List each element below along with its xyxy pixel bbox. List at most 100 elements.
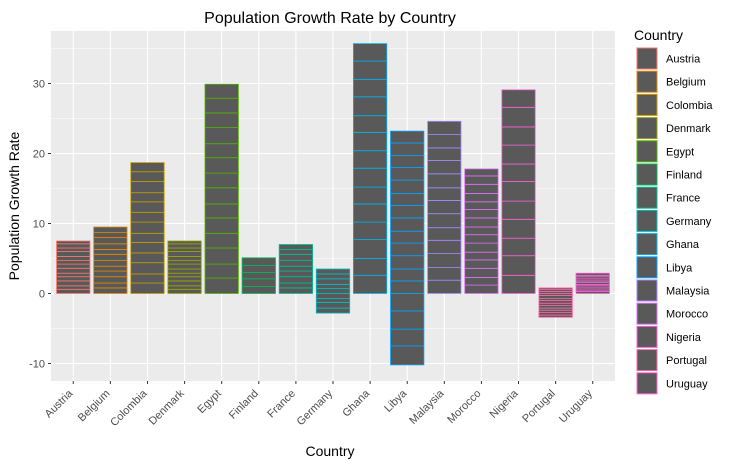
bar-segment — [241, 257, 276, 266]
legend-label: Finland — [666, 170, 702, 182]
legend-key — [636, 302, 658, 325]
legend-label: Colombia — [666, 100, 713, 112]
legend-key — [636, 325, 658, 348]
bar-segment — [56, 288, 91, 294]
legend-label: Egypt — [666, 146, 694, 158]
legend-key — [636, 349, 658, 372]
bar-segment — [130, 232, 165, 243]
y-tick-label: 30 — [33, 79, 45, 91]
bar-segment — [167, 272, 202, 278]
x-tick-label: Belgium — [76, 388, 113, 425]
bar-segment — [390, 345, 425, 366]
bar-segment — [538, 300, 573, 304]
bar-segment — [501, 218, 536, 239]
x-tick-label: Uruguay — [557, 387, 595, 425]
bar-segment — [130, 221, 165, 234]
bar-segment — [427, 213, 462, 229]
bar-segment — [427, 253, 462, 269]
bar-segment — [241, 265, 276, 273]
bar-segment — [56, 285, 91, 290]
x-tick-label: Colombia — [108, 387, 150, 429]
bar-segment — [130, 241, 165, 254]
legend-key — [636, 70, 658, 93]
bar-segment — [130, 252, 165, 264]
bar-austria — [56, 240, 91, 294]
y-tick-label: -10 — [29, 359, 45, 371]
x-tick-label: Denmark — [147, 387, 187, 427]
bars — [56, 43, 610, 366]
bar-segment — [204, 247, 239, 265]
bar-segment — [427, 187, 462, 201]
bar-segment — [464, 217, 499, 228]
bar-segment — [464, 259, 499, 269]
legend-key — [636, 117, 658, 140]
bar-segment — [464, 201, 499, 210]
bar-segment — [56, 263, 91, 269]
bar-segment — [353, 239, 388, 259]
bar-segment — [241, 272, 276, 280]
bar-segment — [204, 172, 239, 189]
legend-key — [636, 233, 658, 256]
bar-segment — [204, 127, 239, 145]
bar-segment — [130, 192, 165, 203]
bar-segment — [93, 265, 128, 272]
bar-segment — [278, 270, 313, 278]
legend-label: Libya — [666, 262, 693, 274]
bar-segment — [464, 175, 499, 185]
bar-segment — [501, 181, 536, 202]
bar-segment — [130, 273, 165, 284]
bar-segment — [93, 282, 128, 289]
bar-segment — [167, 255, 202, 261]
bar-segment — [167, 247, 202, 252]
bar-segment — [93, 232, 128, 238]
bar-segment — [353, 78, 388, 98]
bar-segment — [93, 248, 128, 255]
x-tick-label: Germany — [295, 387, 336, 428]
bar-segment — [278, 248, 313, 255]
legend-key — [636, 140, 658, 163]
bar-segment — [353, 60, 388, 80]
legend-label: Belgium — [666, 77, 706, 89]
bar-segment — [278, 276, 313, 284]
x-tick-label: Portugal — [520, 388, 557, 425]
bar-segment — [56, 251, 91, 257]
bar-segment — [167, 280, 202, 287]
bar-segment — [130, 162, 165, 173]
bar-segment — [93, 253, 128, 262]
bar-segment — [501, 126, 536, 146]
bar-segment — [56, 255, 91, 261]
bar-segment — [501, 106, 536, 128]
bar-segment — [575, 272, 610, 276]
bar-segment — [427, 120, 462, 136]
bar-segment — [353, 115, 388, 133]
y-axis: -10 0 10 20 30 — [29, 79, 51, 371]
bar-segment — [315, 273, 351, 280]
bar-segment — [56, 247, 91, 252]
bar-segment — [204, 97, 239, 114]
bar-segment — [427, 279, 462, 294]
legend-label: Denmark — [666, 123, 711, 135]
bar-segment — [167, 268, 202, 274]
bar-segment — [501, 274, 536, 294]
bar-segment — [353, 203, 388, 223]
x-tick-label: Egypt — [195, 388, 223, 416]
bar-segment — [278, 253, 313, 262]
bar-segment — [427, 134, 462, 149]
bar-segment — [390, 310, 425, 330]
bar-segment — [93, 287, 128, 294]
bar-segment — [204, 187, 239, 205]
bar-segment — [315, 278, 351, 285]
bar-segment — [353, 150, 388, 169]
bar-libya — [390, 130, 425, 366]
bar-denmark — [167, 240, 202, 294]
x-tick-label: Morocco — [445, 388, 483, 426]
bar-segment — [315, 293, 351, 299]
chart-title: Population Growth Rate by Country — [204, 10, 456, 27]
bar-segment — [353, 43, 388, 62]
legend-label: Austria — [666, 54, 701, 66]
bar-segment — [93, 276, 128, 284]
bar-segment — [390, 293, 425, 312]
bar-segment — [315, 302, 351, 309]
bar-segment — [427, 173, 462, 189]
bar-segment — [56, 272, 91, 278]
